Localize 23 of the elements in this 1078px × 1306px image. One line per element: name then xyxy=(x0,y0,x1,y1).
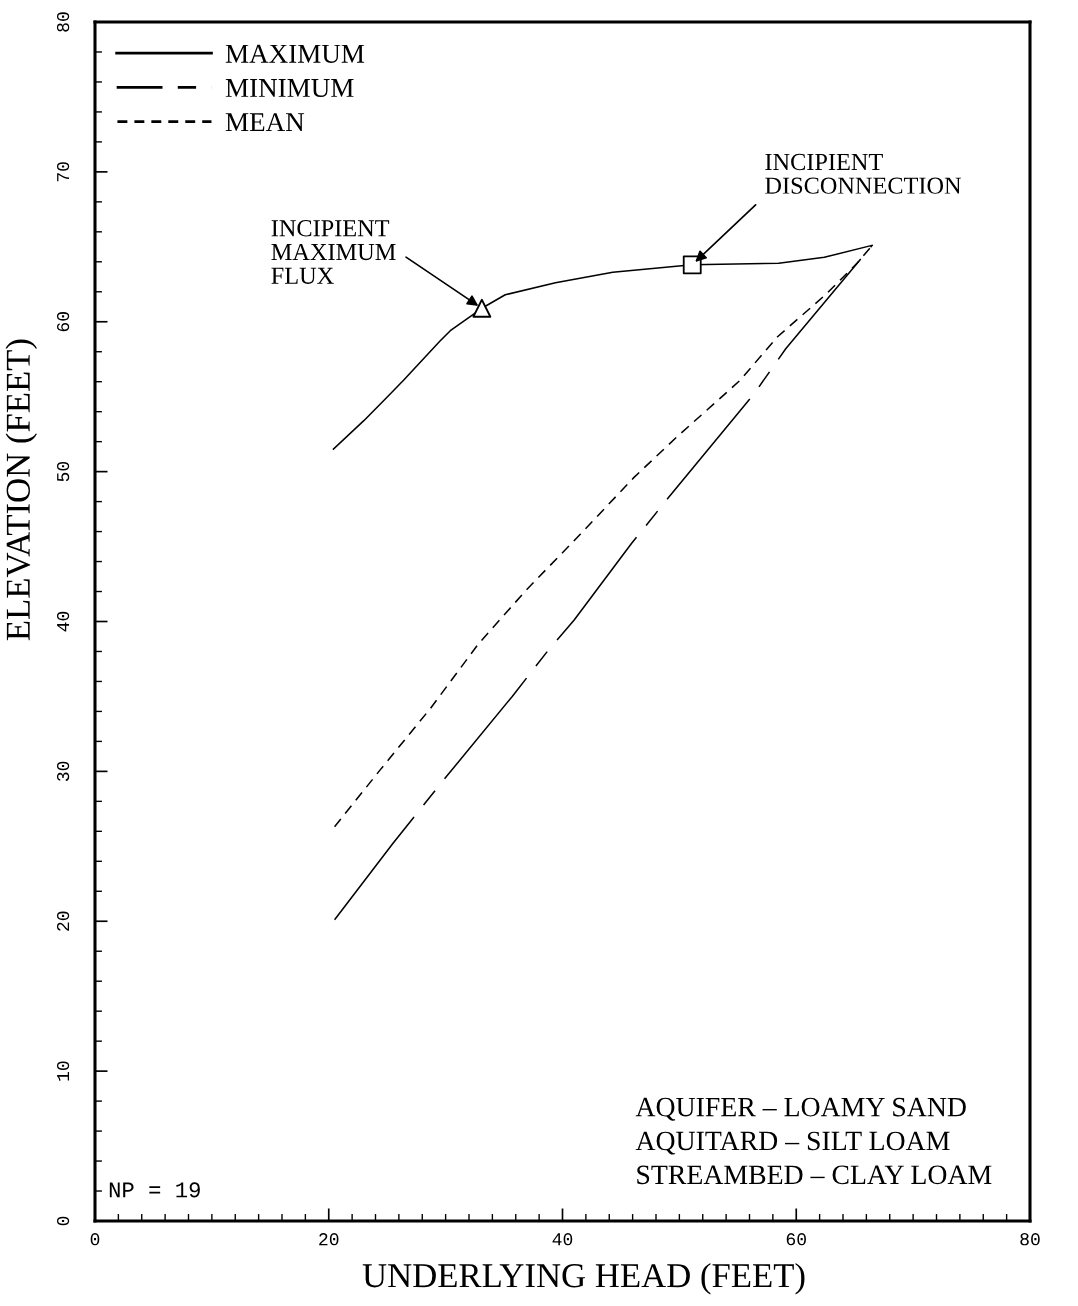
x-tick-label: 40 xyxy=(552,1233,573,1246)
y-tick-label: 70 xyxy=(56,162,70,182)
x-tick-label: 80 xyxy=(1020,1233,1040,1246)
y-tick-label: 80 xyxy=(56,12,70,32)
x-tick-label: 20 xyxy=(319,1233,339,1246)
y-tick-label: 60 xyxy=(56,312,70,332)
y-tick-label: 10 xyxy=(56,1061,70,1081)
annotation: NP = 19 xyxy=(109,1182,200,1198)
y-tick-label: 30 xyxy=(56,761,70,782)
legend-label: MEAN xyxy=(225,113,305,132)
y-tick-label: 0 xyxy=(56,1216,70,1226)
x-axis-title: UNDERLYING HEAD (FEET) xyxy=(362,1262,805,1295)
legend-label: MINIMUM xyxy=(225,79,354,98)
y-tick-label: 20 xyxy=(56,911,70,931)
x-tick-label: 0 xyxy=(90,1233,100,1246)
annotation: INCIPIENT DISCONNECTION xyxy=(765,153,962,194)
x-tick-label: 60 xyxy=(786,1233,806,1246)
annotation: AQUIFER – LOAMY SAND AQUITARD – SILT LOAM STREAMBED – CLAY LOAM xyxy=(635,1097,992,1185)
legend-label: MAXIMUM xyxy=(225,44,365,63)
y-tick-label: 50 xyxy=(56,461,70,482)
annotation: INCIPIENT MAXIMUM FLUX xyxy=(271,220,396,284)
y-tick-label: 40 xyxy=(56,611,70,632)
y-axis-title: ELEVATION (FEET) xyxy=(5,339,38,641)
